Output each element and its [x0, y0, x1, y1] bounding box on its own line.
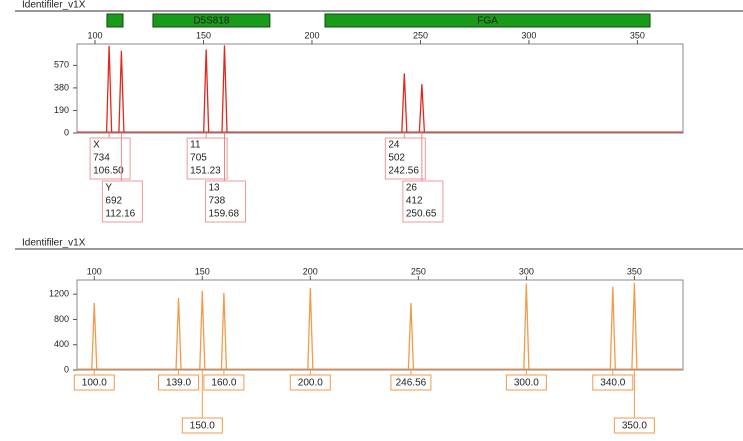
- y-tick-label: 800: [54, 314, 69, 324]
- size-label: 112.16: [105, 209, 135, 220]
- height-label: 412: [406, 196, 423, 207]
- allele-label: X: [93, 140, 100, 151]
- x-tick-label: 150: [196, 30, 211, 40]
- peak-label-box: [390, 374, 432, 391]
- height-label: 738: [208, 196, 225, 207]
- plot-frame: [76, 43, 684, 134]
- x-tick-label: 300: [519, 266, 534, 276]
- bin-marker: [324, 13, 651, 28]
- size-label: 106.50: [93, 166, 124, 177]
- y-tick-label: 380: [54, 82, 69, 92]
- peak-label-box: [204, 180, 246, 223]
- x-tick-label: 100: [87, 30, 102, 40]
- peak: [221, 45, 228, 133]
- peak-label-box: [203, 374, 245, 391]
- height-label: 502: [388, 153, 405, 164]
- x-tick-label: 100: [87, 266, 102, 276]
- peak: [175, 297, 182, 370]
- size-label: 242.56: [388, 166, 419, 177]
- peak: [609, 286, 616, 370]
- height-label: 692: [105, 196, 122, 207]
- allele-label: 24: [388, 140, 400, 151]
- peak-label-box: [289, 374, 331, 391]
- peak: [118, 50, 125, 133]
- x-tick-label: 350: [627, 266, 642, 276]
- size-label: 150.0: [190, 421, 215, 432]
- peak-label-box: [592, 374, 634, 391]
- bin-marker: [152, 13, 271, 28]
- x-tick-label: 350: [630, 30, 645, 40]
- x-tick-label: 250: [411, 266, 426, 276]
- y-tick-label: 1200: [49, 289, 69, 299]
- allele-label: 26: [406, 183, 418, 194]
- allele-label: 11: [190, 140, 201, 151]
- panel-title: Identifiler_v1X: [22, 0, 86, 11]
- bin-label: D5S818: [193, 16, 230, 27]
- panel-title: Identifiler_v1X: [22, 238, 86, 249]
- peak: [91, 303, 98, 370]
- peak: [401, 73, 408, 133]
- x-tick-label: 150: [195, 266, 210, 276]
- peak-label-box: [402, 180, 444, 223]
- height-label: 705: [190, 153, 207, 164]
- peak-label-box: [613, 417, 655, 434]
- plot-frame: [76, 279, 684, 371]
- bin-marker: [106, 13, 124, 28]
- peak: [631, 282, 638, 370]
- peak-label-box: [384, 137, 426, 180]
- y-tick-label: 190: [54, 105, 69, 115]
- size-label: 340.0: [600, 378, 625, 389]
- peak: [418, 84, 426, 133]
- peak-label-box: [505, 374, 547, 391]
- y-tick-label: 0: [64, 364, 69, 374]
- size-label: 246.56: [396, 378, 427, 389]
- peak: [407, 303, 415, 370]
- x-tick-label: 250: [413, 30, 428, 40]
- peak: [203, 49, 210, 133]
- size-label: 159.68: [208, 209, 239, 220]
- size-label: 139.0: [166, 378, 191, 389]
- size-label: 151.23: [190, 166, 221, 177]
- peak: [199, 291, 206, 370]
- size-label: 350.0: [622, 421, 647, 432]
- size-label: 300.0: [514, 378, 539, 389]
- y-tick-label: 400: [54, 339, 69, 349]
- peak-label-box: [186, 137, 228, 180]
- y-tick-label: 570: [54, 60, 69, 70]
- size-label: 160.0: [211, 378, 236, 389]
- bin-label: FGA: [477, 16, 498, 27]
- peak-label-box: [73, 374, 115, 391]
- x-tick-label: 200: [304, 30, 319, 40]
- height-label: 734: [93, 153, 110, 164]
- peak-label-box: [101, 180, 143, 223]
- x-tick-label: 200: [303, 266, 318, 276]
- peak-label-box: [89, 137, 131, 180]
- peak-label-box: [181, 417, 223, 434]
- allele-label: Y: [105, 183, 112, 194]
- size-label: 200.0: [298, 378, 323, 389]
- peak-label-box: [158, 374, 200, 391]
- x-tick-label: 300: [521, 30, 536, 40]
- size-label: 250.65: [406, 209, 437, 220]
- y-tick-label: 0: [64, 127, 69, 137]
- allele-label: 13: [208, 183, 220, 194]
- peak: [220, 292, 228, 370]
- peak: [523, 283, 530, 370]
- peak: [105, 45, 113, 133]
- peak: [307, 287, 314, 370]
- size-label: 100.0: [82, 378, 107, 389]
